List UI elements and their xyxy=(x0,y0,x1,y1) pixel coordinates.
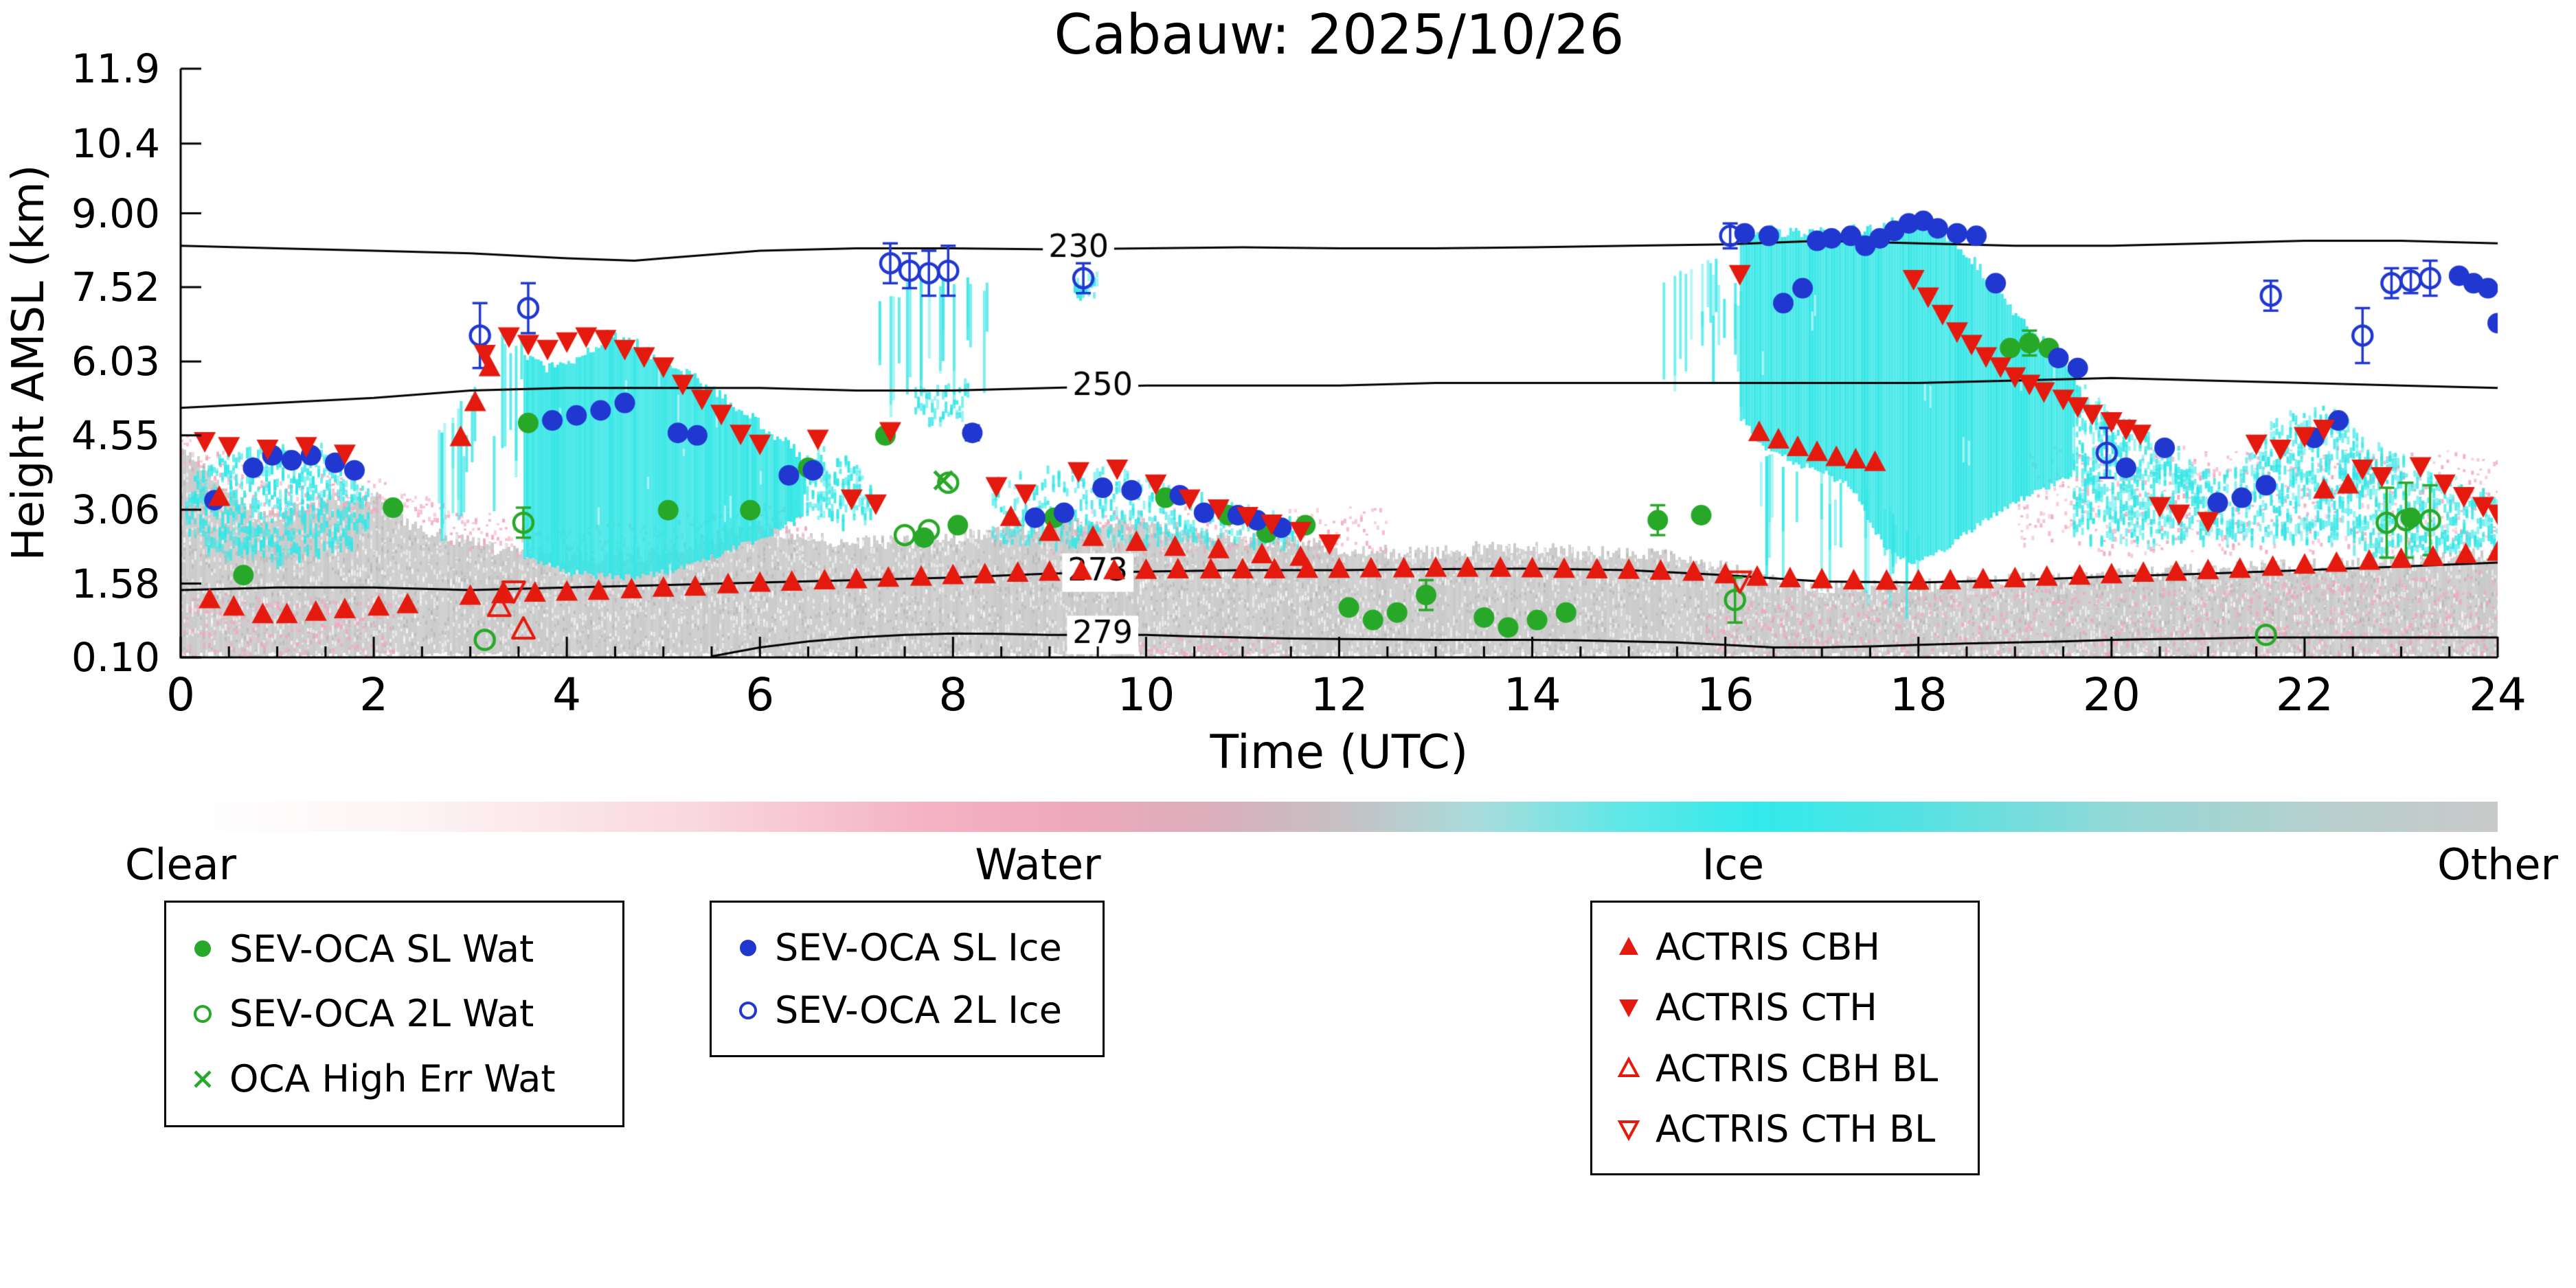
sev-oca-sl-ice-legend-item: SEV-OCA SL Ice xyxy=(732,926,1082,969)
legend-label: ACTRIS CTH xyxy=(1656,986,1877,1030)
legend-label: ACTRIS CTH BL xyxy=(1656,1107,1936,1151)
colorbar-label-water: Water xyxy=(975,839,1101,890)
colorbar xyxy=(181,802,2498,832)
colorbar-label-clear: Clear xyxy=(124,839,237,890)
x-tick-label: 0 xyxy=(166,668,195,721)
legend-label: ACTRIS CBH xyxy=(1656,925,1880,969)
sev-oca-sl-wat-icon xyxy=(187,933,218,964)
chart-title: Cabauw: 2025/10/26 xyxy=(1054,3,1625,67)
actris-cbh-icon xyxy=(1613,931,1645,962)
y-tick-label: 6.03 xyxy=(71,338,160,385)
oca-high-err-wat-legend-item: OCA High Err Wat xyxy=(187,1057,602,1100)
x-tick-label: 6 xyxy=(745,668,775,721)
x-tick-label: 22 xyxy=(2275,668,2334,721)
actris-cbh-legend-item: ACTRIS CBH xyxy=(1613,925,1957,969)
sev-oca-2l-wat-icon xyxy=(187,998,218,1030)
legend-label: SEV-OCA 2L Wat xyxy=(229,992,534,1036)
x-tick-label: 16 xyxy=(1696,668,1754,721)
legend-label: SEV-OCA SL Ice xyxy=(775,926,1062,969)
sev-oca-sl-ice-icon xyxy=(732,932,764,964)
legend-water: SEV-OCA SL Wat SEV-OCA 2L Wat OCA High Err… xyxy=(164,901,624,1127)
actris-cth-icon xyxy=(1613,992,1645,1024)
actris-cbh-bl-icon xyxy=(1613,1052,1645,1084)
y-tick-label: 4.55 xyxy=(71,411,160,459)
colorbar-label-ice: Ice xyxy=(1702,839,1765,890)
x-tick-label: 20 xyxy=(2082,668,2140,721)
legend-actris: ACTRIS CBH ACTRIS CTH ACTRIS CBH BL ACTRIS … xyxy=(1590,901,1980,1175)
legend-label: SEV-OCA 2L Ice xyxy=(775,988,1062,1032)
y-tick-label: 11.9 xyxy=(71,45,160,92)
sev-oca-2l-wat-legend-item: SEV-OCA 2L Wat xyxy=(187,992,602,1035)
sev-oca-2l-ice-icon xyxy=(732,995,764,1026)
legend-label: ACTRIS CBH BL xyxy=(1656,1046,1939,1090)
x-axis-label: Time (UTC) xyxy=(1210,725,1469,780)
legend-label: SEV-OCA SL Wat xyxy=(229,927,534,971)
y-tick-label: 7.52 xyxy=(71,264,160,311)
y-tick-label: 3.06 xyxy=(71,486,160,534)
actris-cth-bl-icon xyxy=(1613,1114,1645,1145)
oca-high-err-wat-icon xyxy=(187,1063,218,1095)
y-tick-label: 0.10 xyxy=(71,634,160,681)
x-tick-label: 12 xyxy=(1310,668,1368,721)
x-tick-label: 8 xyxy=(938,668,968,721)
x-tick-label: 18 xyxy=(1889,668,1947,721)
legend-ice: SEV-OCA SL Ice SEV-OCA 2L Ice xyxy=(710,901,1105,1057)
x-tick-label: 24 xyxy=(2469,668,2527,721)
actris-cth-legend-item: ACTRIS CTH xyxy=(1613,986,1957,1029)
y-tick-label: 9.00 xyxy=(71,190,160,237)
colorbar-labels: Clear Water Ice Other xyxy=(125,839,2558,894)
y-tick-label: 10.4 xyxy=(71,120,160,167)
x-tick-label: 2 xyxy=(359,668,389,721)
x-tick-label: 10 xyxy=(1117,668,1175,721)
x-tick-label: 4 xyxy=(552,668,582,721)
x-tick-label: 14 xyxy=(1503,668,1561,721)
actris-cth-bl-legend-item: ACTRIS CTH BL xyxy=(1613,1107,1957,1151)
sev-oca-2l-ice-legend-item: SEV-OCA 2L Ice xyxy=(732,988,1082,1032)
actris-cbh-bl-legend-item: ACTRIS CBH BL xyxy=(1613,1047,1957,1090)
sev-oca-sl-wat-legend-item: SEV-OCA SL Wat xyxy=(187,927,602,971)
colorbar-label-other: Other xyxy=(2437,839,2559,890)
legend-label: OCA High Err Wat xyxy=(229,1057,556,1101)
y-tick-label: 1.58 xyxy=(71,560,160,607)
